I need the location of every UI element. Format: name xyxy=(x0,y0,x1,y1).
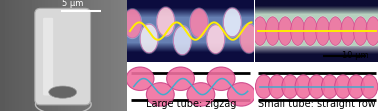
Ellipse shape xyxy=(167,67,195,90)
Ellipse shape xyxy=(187,83,215,106)
Ellipse shape xyxy=(277,16,293,47)
Ellipse shape xyxy=(303,17,318,45)
Ellipse shape xyxy=(228,83,255,106)
Ellipse shape xyxy=(253,16,268,47)
Ellipse shape xyxy=(173,25,192,56)
Ellipse shape xyxy=(321,75,338,98)
Ellipse shape xyxy=(223,7,242,38)
Ellipse shape xyxy=(189,7,209,39)
Ellipse shape xyxy=(315,16,330,47)
Ellipse shape xyxy=(266,17,280,45)
Ellipse shape xyxy=(290,16,305,47)
Text: 5 μm: 5 μm xyxy=(62,0,84,8)
Ellipse shape xyxy=(157,7,175,36)
Ellipse shape xyxy=(328,17,342,45)
Ellipse shape xyxy=(140,24,158,53)
Ellipse shape xyxy=(316,17,330,45)
Text: Large tube: zigzag: Large tube: zigzag xyxy=(146,99,236,109)
Ellipse shape xyxy=(223,8,241,37)
Ellipse shape xyxy=(122,8,142,39)
FancyBboxPatch shape xyxy=(35,8,91,105)
Ellipse shape xyxy=(353,16,368,47)
Ellipse shape xyxy=(156,6,175,37)
Ellipse shape xyxy=(139,23,159,54)
Ellipse shape xyxy=(340,16,356,47)
Ellipse shape xyxy=(348,75,364,98)
Ellipse shape xyxy=(190,9,208,37)
Ellipse shape xyxy=(353,17,367,45)
FancyBboxPatch shape xyxy=(43,18,53,95)
Ellipse shape xyxy=(239,23,259,54)
Ellipse shape xyxy=(303,16,318,47)
Ellipse shape xyxy=(308,75,325,98)
Text: Small tube: straight row: Small tube: straight row xyxy=(258,99,375,109)
Ellipse shape xyxy=(207,67,235,90)
Ellipse shape xyxy=(265,16,280,47)
Ellipse shape xyxy=(291,17,305,45)
Ellipse shape xyxy=(269,75,285,98)
Ellipse shape xyxy=(253,17,267,45)
Ellipse shape xyxy=(207,25,225,54)
Ellipse shape xyxy=(206,24,226,55)
Ellipse shape xyxy=(49,86,77,98)
Ellipse shape xyxy=(361,75,378,98)
Ellipse shape xyxy=(256,75,272,98)
Ellipse shape xyxy=(335,75,351,98)
Ellipse shape xyxy=(126,67,154,90)
Ellipse shape xyxy=(282,75,299,98)
Ellipse shape xyxy=(278,17,292,45)
Ellipse shape xyxy=(124,9,141,38)
Ellipse shape xyxy=(174,26,191,55)
Ellipse shape xyxy=(341,17,355,45)
Ellipse shape xyxy=(366,16,378,47)
Ellipse shape xyxy=(366,17,378,45)
Ellipse shape xyxy=(146,83,174,106)
Text: 10 μm: 10 μm xyxy=(342,51,368,60)
Ellipse shape xyxy=(328,16,343,47)
Ellipse shape xyxy=(295,75,311,98)
Ellipse shape xyxy=(240,24,258,53)
